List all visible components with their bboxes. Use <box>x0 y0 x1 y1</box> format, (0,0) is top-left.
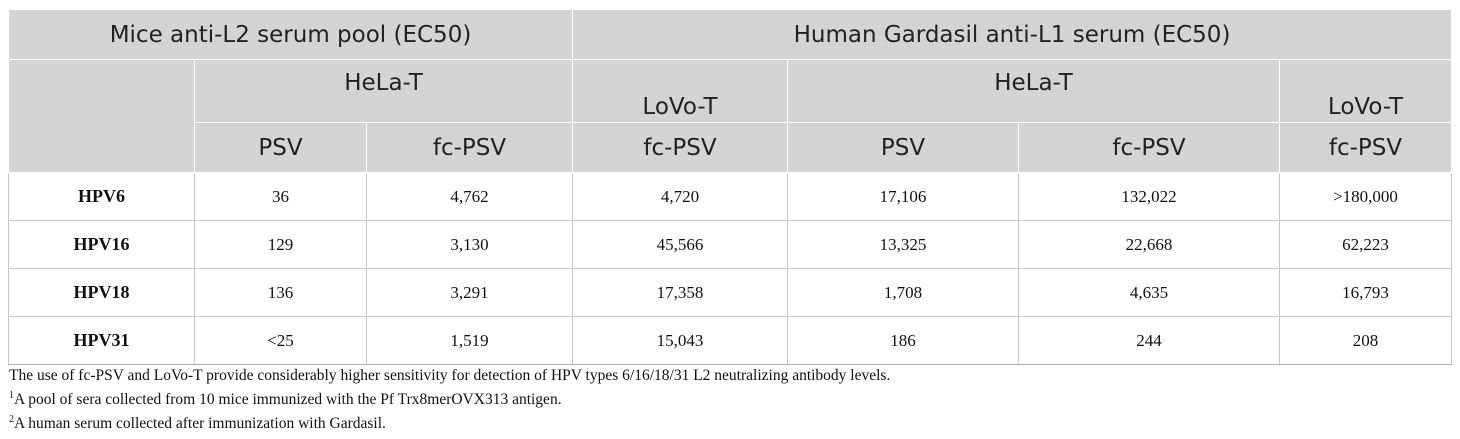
footnote-1: 1A pool of sera collected from 10 mice i… <box>9 388 1449 412</box>
table-row: HPV18 136 3,291 17,358 1,708 4,635 16,79… <box>8 268 1453 317</box>
footnote-summary: The use of fc-PSV and LoVo-T provide con… <box>9 367 891 384</box>
assay-header: fc-PSV <box>572 122 788 173</box>
group-header-human: Human Gardasil anti-L1 serum (EC50) <box>571 9 1453 60</box>
cell-header-mice-lovo: LoVo-T <box>572 59 788 123</box>
table-cell: 129 <box>194 220 367 269</box>
cell-header-human-hela: HeLa-T <box>787 59 1280 123</box>
footnote-2: 2A human serum collected after immunizat… <box>9 412 1449 436</box>
row-label: HPV31 <box>8 316 195 365</box>
assay-header: PSV <box>787 122 1019 173</box>
footnote-text: A pool of sera collected from 10 mice im… <box>14 391 562 408</box>
table-cell: 3,291 <box>366 268 573 317</box>
table-cell: 208 <box>1278 316 1453 365</box>
table-cell: 17,106 <box>787 172 1019 221</box>
table-cell: 4,635 <box>1018 268 1280 317</box>
table-cell: 17,358 <box>572 268 788 317</box>
row-label: HPV18 <box>8 268 195 317</box>
table-cell: <25 <box>194 316 367 365</box>
table-cell: 3,130 <box>366 220 573 269</box>
footnote-text: A human serum collected after immunizati… <box>14 415 386 432</box>
cell-header-mice-hela: HeLa-T <box>194 59 573 123</box>
assay-header: PSV <box>194 122 367 173</box>
table-row: HPV31 <25 1,519 15,043 186 244 208 <box>8 316 1453 365</box>
table-row: HPV16 129 3,130 45,566 13,325 22,668 62,… <box>8 220 1453 269</box>
table-cell: 136 <box>194 268 367 317</box>
table-cell: 244 <box>1018 316 1280 365</box>
table-cell: >180,000 <box>1278 172 1453 221</box>
table-cell: 36 <box>194 172 367 221</box>
table-cell: 4,720 <box>572 172 788 221</box>
table-cell: 15,043 <box>572 316 788 365</box>
table-cell: 22,668 <box>1018 220 1280 269</box>
row-label: HPV6 <box>8 172 195 221</box>
header-row-groups: Mice anti-L2 serum pool (EC50) Human Gar… <box>8 9 1453 60</box>
table-cell: 16,793 <box>1278 268 1453 317</box>
table-cell: 1,519 <box>366 316 573 365</box>
assay-header: fc-PSV <box>366 122 573 173</box>
table-cell: 13,325 <box>787 220 1019 269</box>
table-cell: 132,022 <box>1018 172 1280 221</box>
table-row: HPV6 36 4,762 4,720 17,106 132,022 >180,… <box>8 172 1453 221</box>
table-cell: 45,566 <box>572 220 788 269</box>
assay-header: fc-PSV <box>1018 122 1280 173</box>
group-header-mice: Mice anti-L2 serum pool (EC50) <box>8 9 573 60</box>
table-cell: 62,223 <box>1278 220 1453 269</box>
results-table: Mice anti-L2 serum pool (EC50) Human Gar… <box>8 9 1453 365</box>
table-cell: 1,708 <box>787 268 1019 317</box>
table-cell: 186 <box>787 316 1019 365</box>
table-footnotes: The use of fc-PSV and LoVo-T provide con… <box>9 364 1449 436</box>
assay-header: fc-PSV <box>1278 122 1453 173</box>
row-label: HPV16 <box>8 220 195 269</box>
footnote-marker: 1 <box>9 389 14 401</box>
header-row-assays: PSV fc-PSV fc-PSV PSV fc-PSV fc-PSV <box>9 122 1453 173</box>
empty-corner-cell <box>8 59 195 173</box>
cell-header-human-lovo: LoVo-T <box>1278 59 1453 123</box>
table-cell: 4,762 <box>366 172 573 221</box>
footnote-marker: 2 <box>9 413 14 425</box>
header-row-cells: HeLa-T LoVo-T HeLa-T LoVo-T <box>8 59 1453 173</box>
